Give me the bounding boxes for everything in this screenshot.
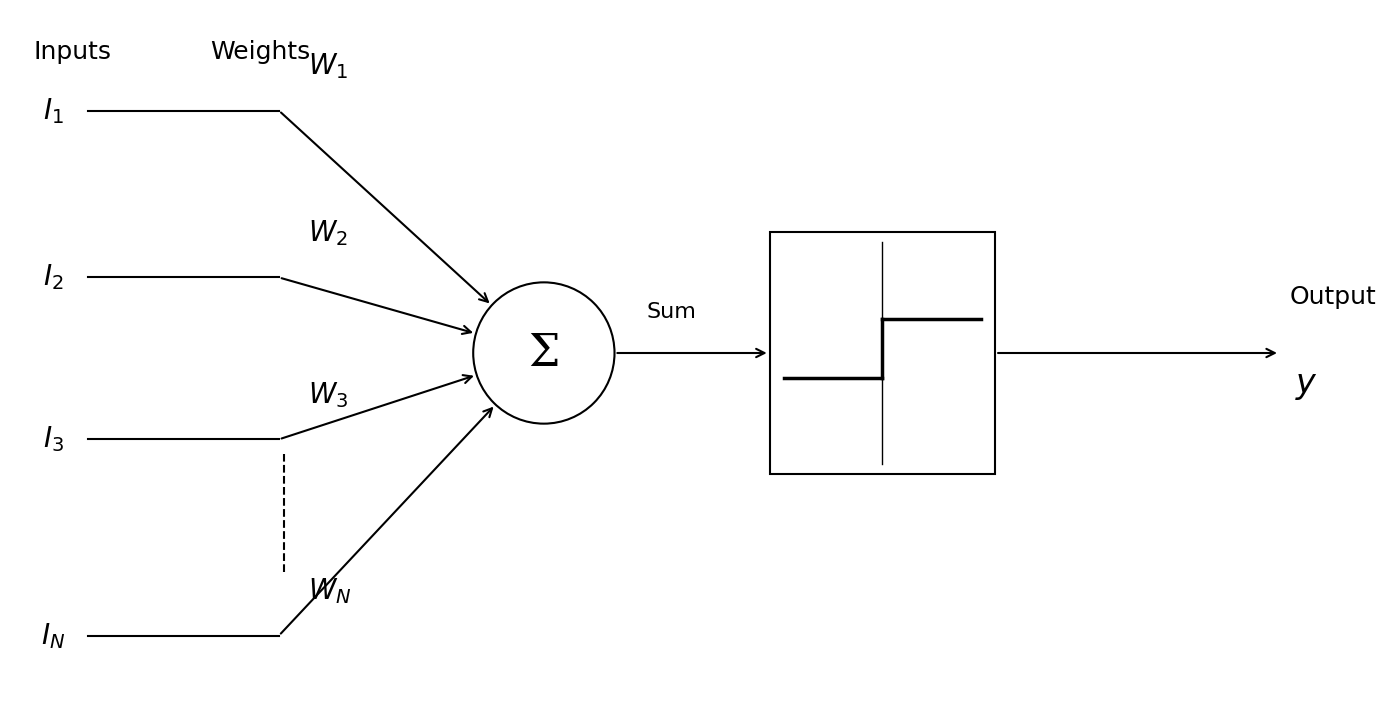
Text: $\mathit{I}_{1}$: $\mathit{I}_{1}$: [43, 96, 64, 126]
Text: Sum: Sum: [646, 301, 696, 322]
Text: $\mathit{y}$: $\mathit{y}$: [1295, 369, 1317, 402]
Text: $\mathit{W}_{3}$: $\mathit{W}_{3}$: [308, 381, 349, 410]
Text: $\mathit{W}_{2}$: $\mathit{W}_{2}$: [308, 218, 349, 249]
Text: Inputs: Inputs: [33, 40, 112, 64]
Text: $\mathit{I}_{2}$: $\mathit{I}_{2}$: [43, 263, 64, 292]
Bar: [770, 232, 995, 474]
Circle shape: [473, 282, 615, 424]
Text: $\mathit{W}_{N}$: $\mathit{W}_{N}$: [308, 577, 352, 606]
Text: $\mathit{I}_{N}$: $\mathit{I}_{N}$: [40, 621, 66, 650]
Text: $\mathit{W}_{1}$: $\mathit{W}_{1}$: [308, 52, 349, 81]
Text: Σ: Σ: [529, 331, 559, 375]
Text: Weights: Weights: [211, 40, 311, 64]
Text: $\mathit{I}_{3}$: $\mathit{I}_{3}$: [43, 424, 64, 454]
Text: Output: Output: [1289, 285, 1377, 309]
